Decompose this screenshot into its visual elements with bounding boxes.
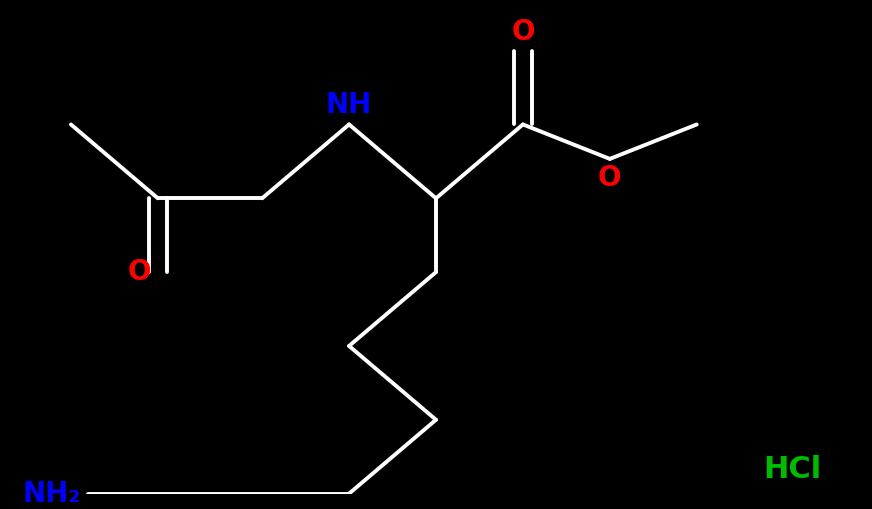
Text: HCl: HCl bbox=[763, 455, 821, 484]
Text: NH₂: NH₂ bbox=[23, 479, 81, 507]
Text: O: O bbox=[511, 18, 535, 46]
Text: O: O bbox=[598, 164, 622, 192]
Text: O: O bbox=[127, 258, 151, 286]
Text: NH: NH bbox=[326, 91, 372, 119]
